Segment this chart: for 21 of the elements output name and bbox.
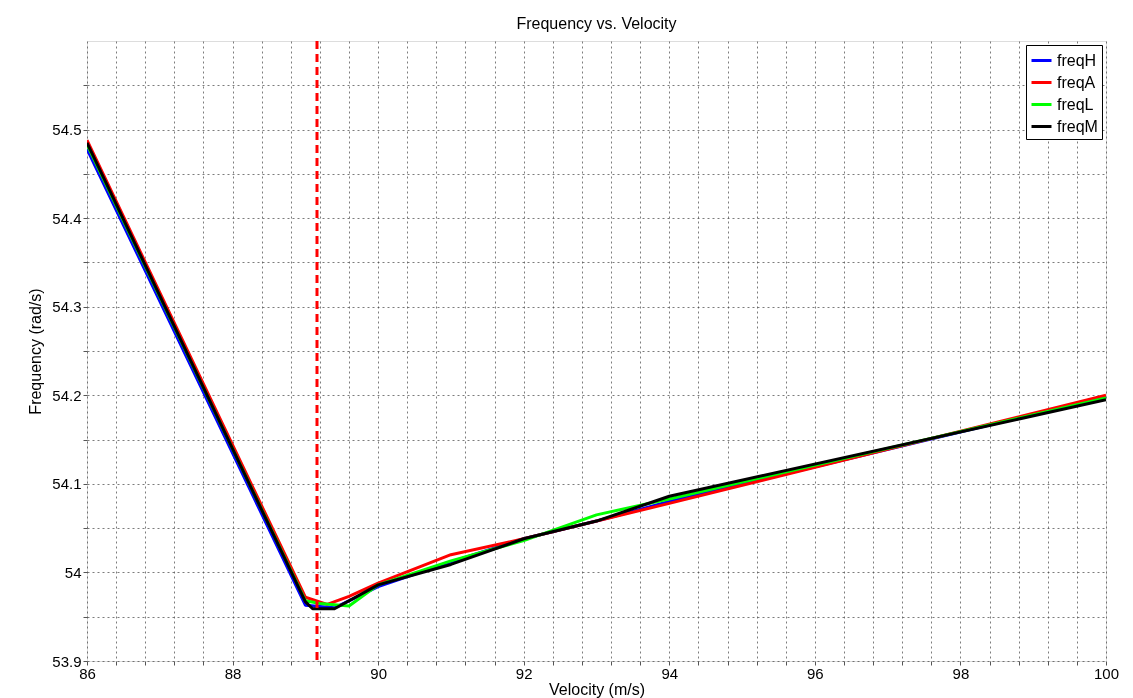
legend-label: freqL xyxy=(1057,95,1094,113)
x-tick-label: 96 xyxy=(807,664,824,682)
x-tick-label: 90 xyxy=(370,664,387,682)
legend-label: freqH xyxy=(1057,51,1097,69)
y-tick-label: 54.3 xyxy=(52,298,82,316)
y-tick-label: 54.5 xyxy=(52,121,82,139)
x-tick-label: 100 xyxy=(1093,664,1120,682)
y-tick-label: 54.2 xyxy=(52,386,82,404)
y-tick-label: 54 xyxy=(64,563,82,581)
legend-label: freqM xyxy=(1057,117,1098,135)
x-tick-label: 88 xyxy=(224,664,242,682)
x-tick-label: 94 xyxy=(661,664,679,682)
y-tick-label: 53.9 xyxy=(52,652,82,670)
legend-label: freqA xyxy=(1057,73,1096,91)
x-axis-title: Velocity (m/s) xyxy=(548,680,646,698)
x-tick-label: 92 xyxy=(515,664,533,682)
x-tick-label: 98 xyxy=(952,664,970,682)
y-axis-title: Frequency (rad/s) xyxy=(27,288,45,415)
y-tick-label: 54.1 xyxy=(52,475,82,493)
y-tick-label: 54.4 xyxy=(52,209,82,227)
chart-title: Frequency vs. Velocity xyxy=(516,14,677,32)
